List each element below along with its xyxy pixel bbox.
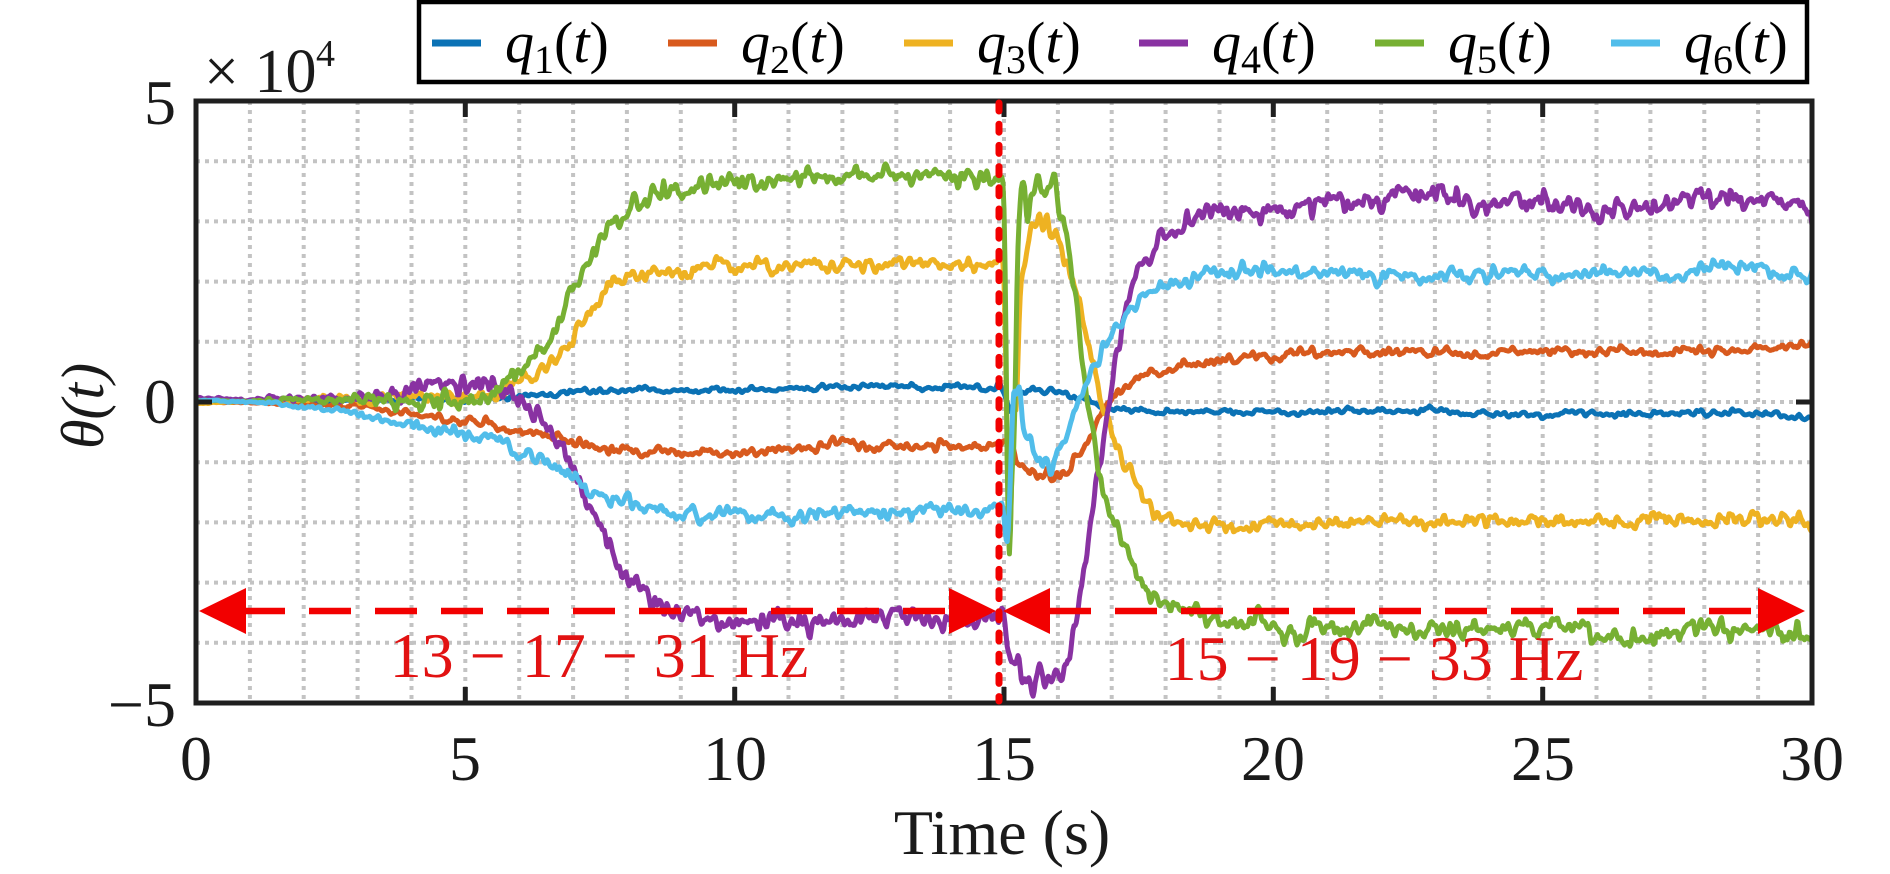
svg-text:Time (s): Time (s) — [894, 797, 1110, 868]
svg-text:q5(t): q5(t) — [1448, 10, 1552, 82]
svg-text:0: 0 — [144, 366, 176, 437]
svg-text:q1(t): q1(t) — [505, 10, 609, 82]
svg-text:15 − 19 − 33 Hz: 15 − 19 − 33 Hz — [1165, 623, 1584, 694]
svg-text:10: 10 — [703, 723, 767, 794]
svg-text:θ(t): θ(t) — [50, 363, 116, 449]
svg-text:4: 4 — [316, 33, 335, 75]
svg-text:−5: −5 — [108, 669, 176, 740]
svg-text:25: 25 — [1511, 723, 1575, 794]
svg-text:× 10: × 10 — [204, 38, 316, 106]
svg-text:15: 15 — [972, 723, 1036, 794]
svg-text:0: 0 — [180, 723, 212, 794]
svg-text:q2(t): q2(t) — [741, 10, 845, 82]
svg-text:q3(t): q3(t) — [977, 10, 1081, 82]
svg-text:30: 30 — [1780, 723, 1844, 794]
svg-text:20: 20 — [1241, 723, 1305, 794]
svg-text:q6(t): q6(t) — [1684, 10, 1788, 82]
svg-text:q4(t): q4(t) — [1212, 10, 1316, 82]
svg-text:13 − 17 − 31 Hz: 13 − 17 − 31 Hz — [390, 620, 809, 691]
svg-text:5: 5 — [449, 723, 481, 794]
svg-text:5: 5 — [144, 67, 176, 138]
